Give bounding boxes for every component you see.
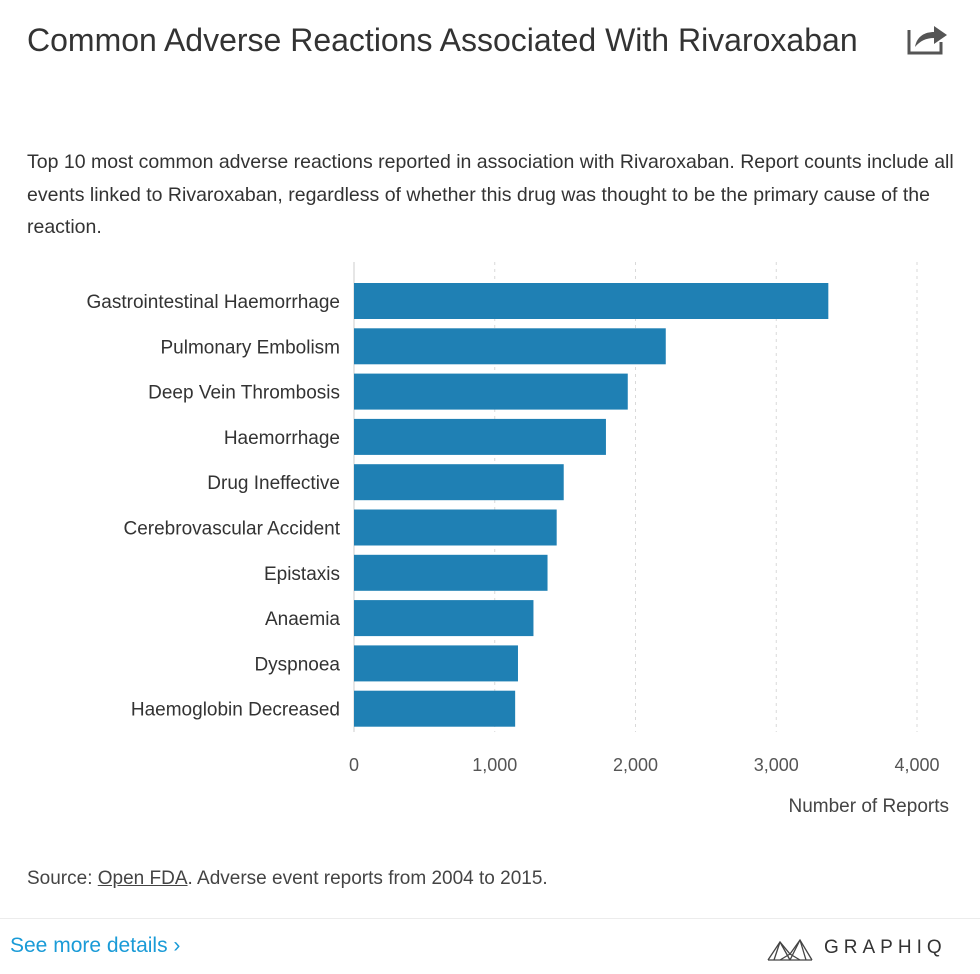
graphiq-wordmark: GRAPHIQ xyxy=(824,937,947,958)
x-tick-label: 4,000 xyxy=(894,755,939,775)
category-label: Epistaxis xyxy=(264,564,340,585)
graphiq-logo-icon xyxy=(767,938,813,961)
bar[interactable] xyxy=(354,509,557,546)
category-label: Gastrointestinal Haemorrhage xyxy=(87,292,340,313)
source-link[interactable]: Open FDA xyxy=(97,868,188,889)
source-note: Source: Open FDA. Adverse event reports … xyxy=(27,868,548,890)
tick-labels: 0 1,000 2,000 3,000 4,000 xyxy=(349,755,940,775)
category-label: Cerebrovascular Accident xyxy=(124,519,341,540)
bar[interactable] xyxy=(354,600,534,637)
category-label: Deep Vein Thrombosis xyxy=(148,383,340,404)
see-more-link[interactable]: See more details › xyxy=(10,934,181,957)
graphiq-logo: GRAPHIQ xyxy=(766,932,947,964)
bar[interactable] xyxy=(354,328,666,365)
category-label: Pulmonary Embolism xyxy=(161,337,341,358)
bars xyxy=(354,283,829,727)
source-prefix: Source: xyxy=(27,868,98,889)
source-suffix: . Adverse event reports from 2004 to 201… xyxy=(187,868,548,889)
x-tick-label: 2,000 xyxy=(613,755,658,775)
chart-subtitle: Top 10 most common adverse reactions rep… xyxy=(27,151,954,238)
category-label: Drug Ineffective xyxy=(207,473,340,494)
bar[interactable] xyxy=(354,283,829,319)
x-axis-label: Number of Reports xyxy=(788,796,949,817)
bar-chart: Gastrointestinal Haemorrhage Pulmonary Em… xyxy=(87,262,949,817)
category-label: Haemoglobin Decreased xyxy=(131,700,340,721)
footer-divider xyxy=(0,918,980,919)
share-icon[interactable] xyxy=(906,20,950,56)
category-label: Haemorrhage xyxy=(224,428,340,449)
chart-title: Common Adverse Reactions Associated With… xyxy=(27,22,858,58)
x-tick-label: 3,000 xyxy=(754,755,799,775)
bar[interactable] xyxy=(354,690,516,727)
bar[interactable] xyxy=(354,373,628,410)
bar[interactable] xyxy=(354,554,548,591)
bar[interactable] xyxy=(354,645,518,682)
category-label: Anaemia xyxy=(265,609,340,630)
category-labels: Gastrointestinal Haemorrhage Pulmonary Em… xyxy=(87,292,341,721)
bar[interactable] xyxy=(354,464,564,501)
x-tick-label: 1,000 xyxy=(472,755,517,775)
bar[interactable] xyxy=(354,418,606,455)
category-label: Dyspnoea xyxy=(254,654,340,675)
x-tick-label: 0 xyxy=(349,755,359,775)
